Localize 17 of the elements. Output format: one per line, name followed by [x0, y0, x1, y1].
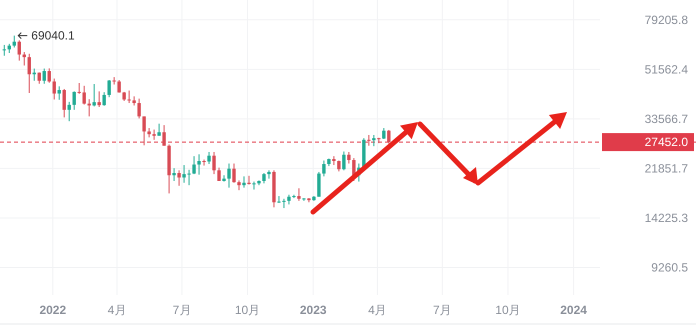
x-tick-label: 10月 — [234, 303, 260, 317]
x-tick-label: 4月 — [368, 303, 387, 317]
x-tick-label: 7月 — [172, 303, 192, 317]
x-tick-label: 10月 — [495, 303, 521, 317]
x-tick-label: 2023 — [300, 303, 327, 317]
x-tick-label: 7月 — [432, 303, 452, 317]
y-tick-label: 21851.7 — [644, 161, 688, 176]
x-tick-label: 4月 — [108, 303, 126, 317]
x-tick-label: 2024 — [560, 303, 588, 317]
x-tick-label: 2022 — [39, 303, 66, 317]
y-tick-label: 14225.3 — [644, 210, 688, 225]
annotation: 69040.1 — [31, 28, 75, 43]
y-tick-label: 51562.4 — [644, 62, 688, 76]
y-tick-label: 9260.5 — [651, 260, 688, 275]
y-tick-label: 33566.7 — [644, 112, 688, 126]
ref-line-label: 27452.0 — [644, 135, 688, 150]
y-tick-label: 79205.8 — [644, 12, 688, 27]
